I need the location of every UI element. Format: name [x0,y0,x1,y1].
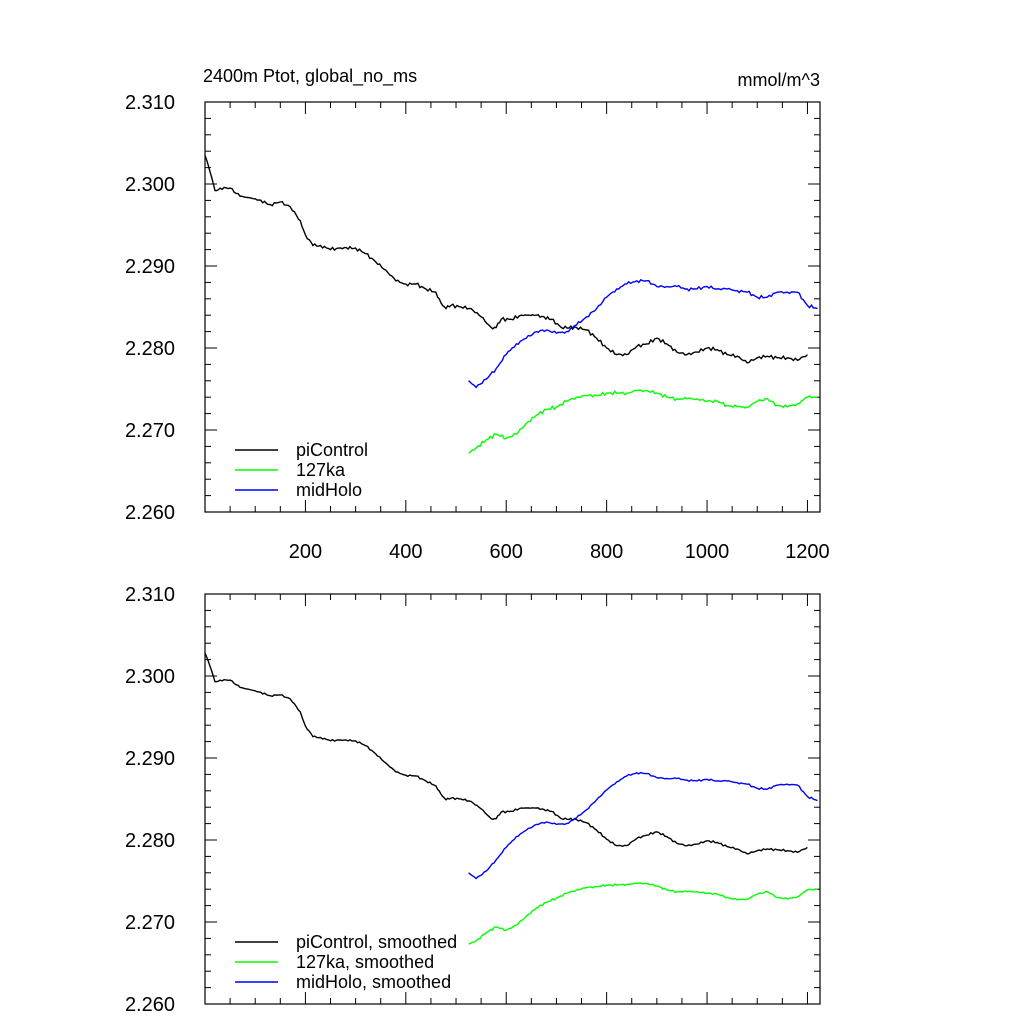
x-tick-label: 1000 [685,541,730,563]
series-line-127ka [468,882,818,945]
x-tick-label: 200 [289,541,322,563]
plot-frame [204,593,821,1005]
x-tick-label: 600 [490,541,523,563]
y-tick-label: 2.290 [125,748,175,770]
series-line-piControl [204,155,808,364]
y-tick-label: 2.310 [125,92,175,114]
legend-label: midHolo, smoothed [296,972,451,992]
y-tick-label: 2.280 [125,338,175,360]
units-label: mmol/m^3 [738,70,820,90]
plot-frame [204,101,821,513]
series-line-midHolo [468,278,818,389]
legend-label: 127ka, smoothed [296,952,434,972]
bottom-chart-panel: 2.260 2.270 2.280 2.290 2.300 2.310 piControl… [125,584,821,1016]
data-lines [204,155,818,454]
x-tick-label: 800 [590,541,623,563]
y-axis-labels: 2.260 2.270 2.280 2.290 2.300 2.310 [125,584,175,1016]
y-tick-label: 2.260 [125,994,175,1016]
y-tick-label: 2.260 [125,502,175,524]
chart-title: 2400m Ptot, global_no_ms [203,66,417,87]
y-axis-labels: 2.260 2.270 2.280 2.290 2.300 2.310 [125,92,175,524]
legend-label: piControl, smoothed [296,932,457,952]
tick-marks [205,593,820,1005]
tick-marks [205,101,820,513]
y-tick-label: 2.280 [125,830,175,852]
legend-label: midHolo [296,480,362,500]
legend-label: piControl [296,440,368,460]
series-line-piControl [204,652,808,855]
series-line-127ka [468,389,818,454]
y-tick-label: 2.270 [125,420,175,442]
y-tick-label: 2.300 [125,174,175,196]
series-line-midHolo [468,771,818,880]
y-tick-label: 2.300 [125,666,175,688]
legend-label: 127ka [296,460,346,480]
top-chart-panel: 2400m Ptot, global_no_ms mmol/m^3 2.2602… [125,66,830,563]
data-lines [204,652,818,945]
y-tick-label: 2.310 [125,584,175,606]
x-tick-label: 400 [389,541,422,563]
y-tick-label: 2.290 [125,256,175,278]
x-tick-label: 1200 [785,541,830,563]
x-axis-labels: 200 400 600 800 1000 1200 [289,541,830,563]
y-tick-label: 2.270 [125,912,175,934]
